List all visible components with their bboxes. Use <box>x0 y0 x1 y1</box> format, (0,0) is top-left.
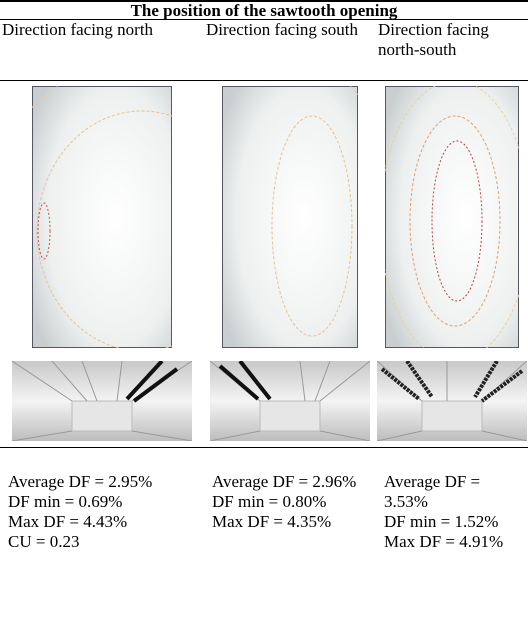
stat-line: DF min = 1.52% <box>384 512 518 532</box>
render-image <box>377 361 527 441</box>
stat-line: DF min = 0.69% <box>8 492 194 512</box>
stats-cell: Average DF = 3.53%DF min = 1.52%Max DF =… <box>376 448 528 644</box>
stat-line: DF min = 0.80% <box>212 492 366 512</box>
stat-line: CU = 0.23 <box>8 532 194 552</box>
stat-line: Max DF = 4.43% <box>8 512 194 532</box>
stats-row: Average DF = 2.95%DF min = 0.69%Max DF =… <box>0 448 528 644</box>
render-image <box>210 361 370 441</box>
column-header: Direction facing south <box>204 20 376 81</box>
column-header: Direction facing north <box>0 20 204 81</box>
stat-line: Max DF = 4.35% <box>212 512 366 532</box>
contour-image <box>32 86 172 348</box>
stat-line: Max DF = 4.91% <box>384 532 518 552</box>
stat-line: Average DF = 2.95% <box>8 472 194 492</box>
table-title: The position of the sawtooth opening <box>0 1 528 20</box>
column-header: Direction facing north-south <box>376 20 528 81</box>
stat-line: Average DF = 2.96% <box>212 472 366 492</box>
render-image <box>12 361 192 441</box>
stat-line: Average DF = 3.53% <box>384 472 518 512</box>
contour-image <box>222 86 358 348</box>
contour-image <box>385 86 519 348</box>
stats-cell: Average DF = 2.95%DF min = 0.69%Max DF =… <box>0 448 204 644</box>
stats-cell: Average DF = 2.96%DF min = 0.80%Max DF =… <box>204 448 376 644</box>
